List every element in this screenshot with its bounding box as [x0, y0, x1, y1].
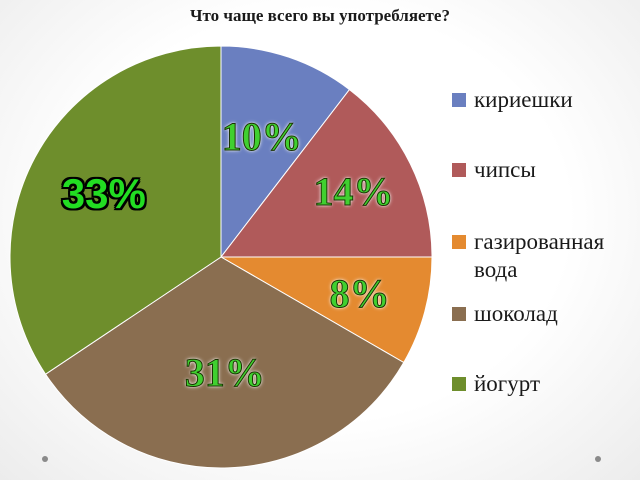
pie-slice-kirieshki — [220, 45, 351, 259]
legend-item-gazirovannaya-voda: газированная вода — [452, 228, 640, 284]
legend-label-yogurt: йогурт — [474, 371, 540, 396]
legend-label-shokolad: шоколад — [474, 301, 558, 326]
legend-swatch-yogurt — [452, 377, 466, 391]
value-label-chipsy: 14% — [313, 168, 394, 214]
value-label-yogurt: 33% — [61, 170, 146, 218]
legend-label-chipsy: чипсы — [474, 157, 536, 182]
legend-swatch-chipsy — [452, 163, 466, 177]
legend-item-chipsy: чипсы — [452, 156, 640, 184]
pie-slice-shokolad — [44, 256, 405, 469]
legend-swatch-kirieshki — [452, 93, 466, 107]
chart-title: Что чаще всего вы употребляете? — [190, 6, 450, 25]
legend-label-kirieshki: кириешки — [474, 87, 573, 112]
pie-slice-yogurt — [9, 45, 222, 375]
value-label-shokolad: 31% — [184, 349, 265, 395]
legend-swatch-gazirovannaya-voda — [452, 235, 466, 249]
legend-swatch-shokolad — [452, 307, 466, 321]
legend-item-yogurt: йогурт — [452, 370, 640, 398]
pie-slice-chipsy — [219, 88, 433, 258]
left-bullet-dot — [42, 456, 48, 462]
legend-item-kirieshki: кириешки — [452, 86, 640, 114]
right-bullet-dot — [595, 456, 601, 462]
value-label-kirieshki: 10% — [221, 114, 302, 160]
pie-slice-gazirovannaya-voda — [219, 256, 433, 364]
legend-item-shokolad: шоколад — [452, 300, 640, 328]
value-label-gazirovannaya-voda: 8% — [329, 271, 390, 317]
legend-label-gazirovannaya-voda: газированная вода — [474, 229, 605, 282]
